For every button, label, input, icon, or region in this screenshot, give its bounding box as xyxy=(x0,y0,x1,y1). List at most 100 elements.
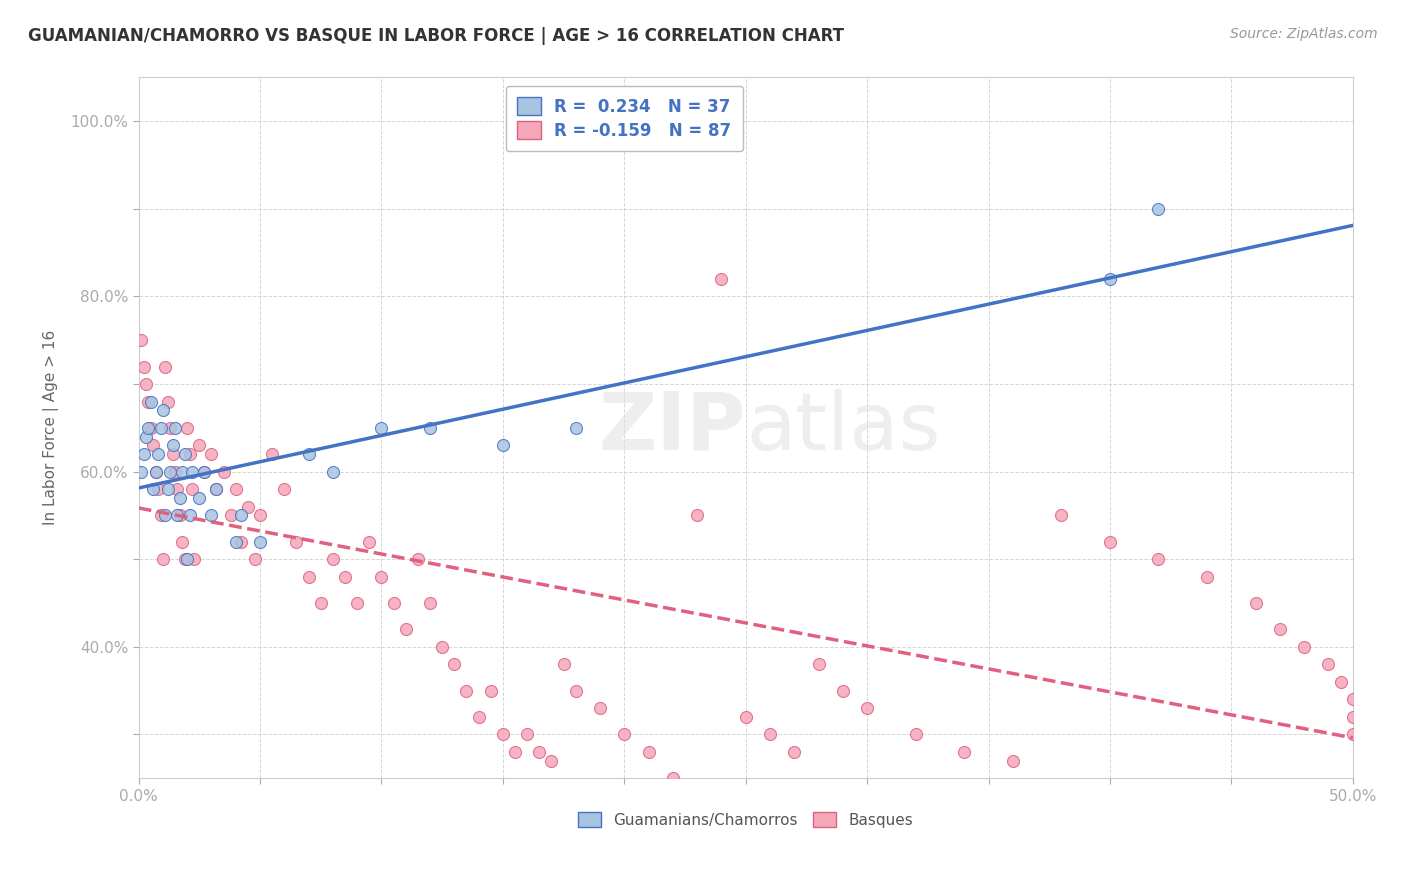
Point xyxy=(200,447,222,461)
Point xyxy=(156,394,179,409)
Point xyxy=(333,570,356,584)
Point xyxy=(225,534,247,549)
Point xyxy=(359,534,381,549)
Point xyxy=(1294,640,1316,654)
Point xyxy=(1268,623,1291,637)
Point xyxy=(152,552,174,566)
Point xyxy=(188,491,211,505)
Point xyxy=(564,421,586,435)
Point xyxy=(856,701,879,715)
Point xyxy=(322,465,344,479)
Point xyxy=(181,482,204,496)
Point xyxy=(166,482,188,496)
Point xyxy=(162,438,184,452)
Point xyxy=(149,508,172,523)
Point xyxy=(179,508,201,523)
Point xyxy=(135,429,157,443)
Point xyxy=(245,552,267,566)
Point xyxy=(165,465,187,479)
Point xyxy=(479,683,502,698)
Point xyxy=(807,657,830,672)
Point xyxy=(516,727,538,741)
Point xyxy=(285,534,308,549)
Point xyxy=(1050,508,1073,523)
Point xyxy=(146,447,169,461)
Point xyxy=(443,657,465,672)
Point xyxy=(456,683,478,698)
Text: GUAMANIAN/CHAMORRO VS BASQUE IN LABOR FORCE | AGE > 16 CORRELATION CHART: GUAMANIAN/CHAMORRO VS BASQUE IN LABOR FO… xyxy=(28,27,844,45)
Point xyxy=(149,421,172,435)
Point xyxy=(142,482,165,496)
Point xyxy=(166,508,188,523)
Point xyxy=(132,359,155,374)
Point xyxy=(249,508,271,523)
Point xyxy=(181,465,204,479)
Point xyxy=(1329,674,1351,689)
Text: atlas: atlas xyxy=(745,389,941,467)
Point xyxy=(904,727,927,741)
Point xyxy=(298,570,321,584)
Point xyxy=(193,465,215,479)
Point xyxy=(200,508,222,523)
Point xyxy=(183,552,205,566)
Point xyxy=(1341,710,1364,724)
Point xyxy=(637,745,659,759)
Point xyxy=(162,447,184,461)
Point xyxy=(1001,754,1024,768)
Point xyxy=(165,421,187,435)
Point xyxy=(370,421,392,435)
Legend: Guamanians/Chamorros, Basques: Guamanians/Chamorros, Basques xyxy=(572,805,920,834)
Point xyxy=(686,508,709,523)
Point xyxy=(155,359,177,374)
Point xyxy=(146,482,169,496)
Point xyxy=(193,465,215,479)
Point xyxy=(1341,692,1364,706)
Point xyxy=(953,745,976,759)
Point xyxy=(613,727,636,741)
Point xyxy=(142,438,165,452)
Point xyxy=(225,482,247,496)
Point xyxy=(138,421,160,435)
Point xyxy=(831,683,853,698)
Point xyxy=(152,403,174,417)
Point xyxy=(262,447,284,461)
Point xyxy=(322,552,344,566)
Point xyxy=(169,491,191,505)
Point xyxy=(145,465,167,479)
Point xyxy=(406,552,429,566)
Point xyxy=(734,710,756,724)
Point xyxy=(172,534,194,549)
Point xyxy=(1244,596,1267,610)
Point xyxy=(129,333,152,347)
Point xyxy=(173,552,195,566)
Point xyxy=(589,701,612,715)
Point xyxy=(419,421,441,435)
Point xyxy=(710,272,733,286)
Point xyxy=(173,447,195,461)
Point xyxy=(529,745,551,759)
Point xyxy=(205,482,228,496)
Point xyxy=(1147,202,1170,216)
Point xyxy=(135,377,157,392)
Point xyxy=(139,394,162,409)
Point xyxy=(229,534,252,549)
Point xyxy=(564,683,586,698)
Point xyxy=(1098,534,1121,549)
Point xyxy=(188,438,211,452)
Point xyxy=(430,640,453,654)
Point xyxy=(662,771,685,785)
Point xyxy=(249,534,271,549)
Point xyxy=(138,394,160,409)
Point xyxy=(298,447,321,461)
Point xyxy=(236,500,259,514)
Point xyxy=(172,465,194,479)
Point xyxy=(139,421,162,435)
Text: Source: ZipAtlas.com: Source: ZipAtlas.com xyxy=(1230,27,1378,41)
Point xyxy=(212,465,235,479)
Point xyxy=(553,657,575,672)
Point xyxy=(132,447,155,461)
Point xyxy=(395,623,418,637)
Point xyxy=(346,596,368,610)
Point xyxy=(179,447,201,461)
Point xyxy=(492,727,515,741)
